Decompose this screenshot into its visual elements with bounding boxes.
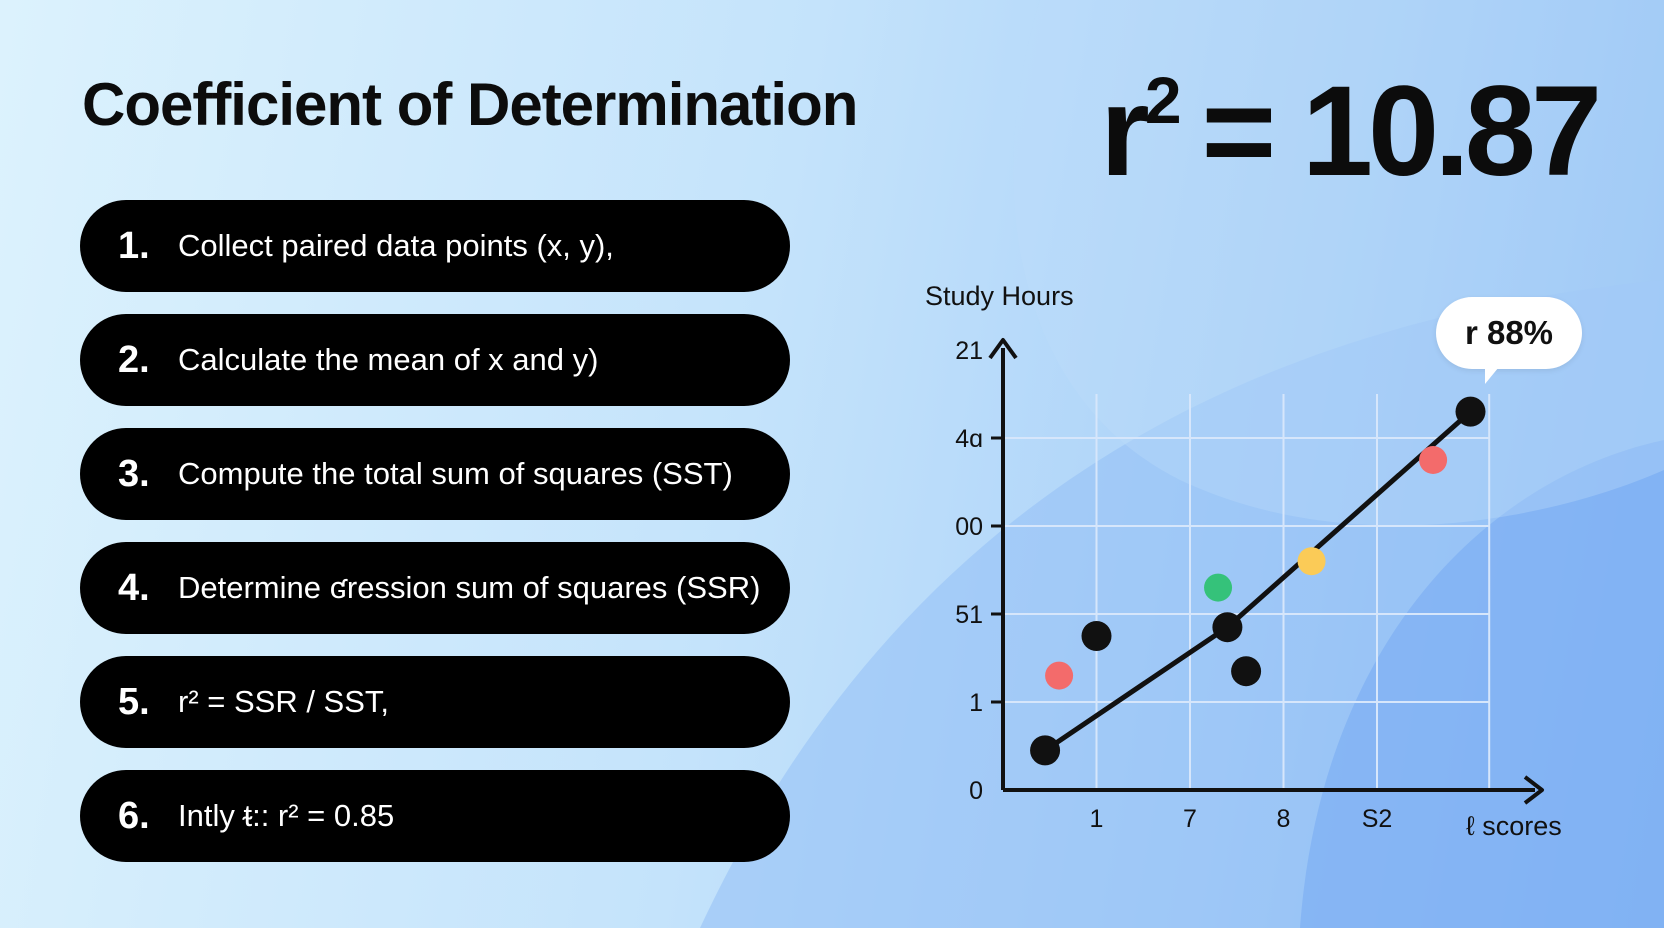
step-text: Determine ʛression sum of squares (SSR)	[178, 570, 761, 605]
data-point	[1231, 656, 1262, 687]
x-tick-label: 8	[1277, 805, 1291, 833]
data-point	[1030, 735, 1061, 766]
data-point	[1455, 396, 1486, 427]
formula-exponent: 2	[1144, 63, 1182, 137]
step-number: 4.	[118, 566, 150, 609]
y-tick-label: 21	[955, 337, 983, 365]
y-tick-label: 4ɑ	[955, 425, 983, 453]
x-axis-label: ℓ scores	[1466, 811, 1562, 841]
step-number: 5.	[118, 680, 150, 723]
chart-ticks: 21 4ɑ 00 51 1 0 1 7 8 S2	[955, 337, 1392, 833]
data-point	[1045, 661, 1074, 690]
y-tick-label: 00	[955, 513, 983, 541]
step-item: 4. Determine ʛression sum of squares (SSR…	[80, 542, 790, 634]
data-point	[1081, 621, 1112, 651]
chart-axes	[988, 338, 1544, 805]
chart-trend-line	[1043, 409, 1473, 753]
y-tick-label: 1	[969, 689, 983, 717]
r-squared-formula: r2 = 10.87	[1100, 60, 1603, 203]
step-item: 1. Collect paired data points (x, y),	[80, 200, 790, 292]
step-item: 3. Compute the total sum of squares (SST)	[80, 428, 790, 520]
y-tick-label: 0	[969, 777, 983, 805]
r-percent-callout: r 88%	[1436, 297, 1582, 369]
page-title: Coefficient of Determination	[82, 71, 858, 138]
step-item: 2. Calculate the mean of x and y)	[80, 314, 790, 406]
step-number: 3.	[118, 452, 150, 495]
data-point	[1204, 573, 1233, 602]
step-item: 5. r² = SSR / SST,	[80, 656, 790, 748]
x-tick-label: S2	[1362, 805, 1393, 833]
step-number: 6.	[118, 794, 150, 837]
data-point	[1297, 547, 1326, 576]
trend-line	[1043, 409, 1473, 753]
step-text: Calculate the mean of x and y)	[178, 342, 599, 377]
steps-list: 1. Collect paired data points (x, y), 2. C…	[80, 200, 790, 884]
chart-points	[1030, 396, 1486, 766]
x-tick-label: 1	[1090, 805, 1104, 833]
data-point	[1419, 446, 1448, 474]
formula-value: = 10.87	[1201, 60, 1603, 203]
step-text: Collect paired data points (x, y),	[178, 228, 614, 263]
data-point	[1212, 612, 1243, 643]
y-tick-label: 51	[955, 601, 983, 629]
callout-tail	[1485, 362, 1509, 384]
y-axis-arrow	[988, 338, 1018, 360]
x-axis-arrow	[1523, 775, 1544, 805]
step-item: 6. Intly ᵵ:: r² = 0.85	[80, 770, 790, 862]
chart-grid	[1003, 394, 1491, 790]
y-axis-label: Study Hours	[925, 281, 1074, 311]
step-number: 2.	[118, 338, 150, 381]
formula-base: r	[1100, 60, 1150, 203]
step-text: Compute the total sum of squares (SST)	[178, 456, 733, 491]
step-text: r² = SSR / SST,	[178, 684, 390, 719]
step-number: 1.	[118, 224, 150, 267]
step-text: Intly ᵵ:: r² = 0.85	[178, 798, 395, 833]
x-tick-label: 7	[1183, 805, 1197, 833]
